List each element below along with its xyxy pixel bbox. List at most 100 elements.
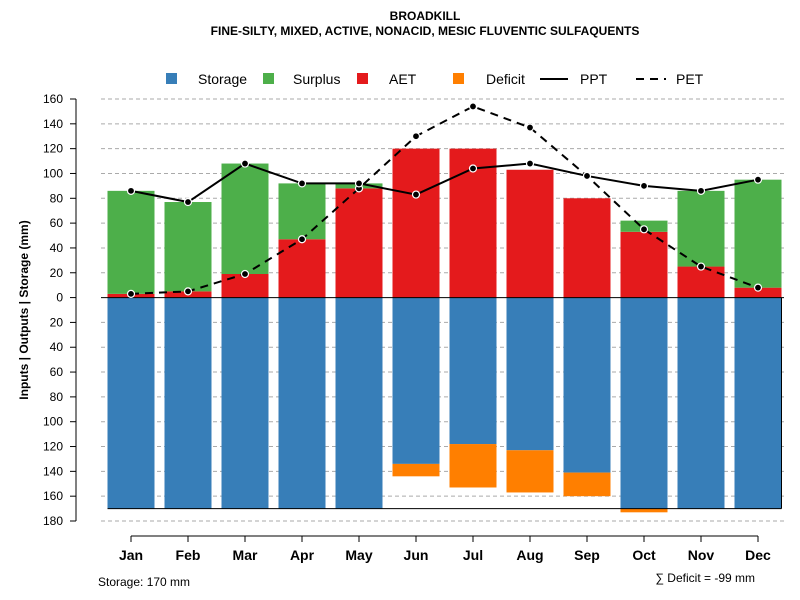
legend-label-pet: PET xyxy=(676,71,704,87)
ppt-point xyxy=(753,175,763,184)
gridlines xyxy=(101,98,784,522)
aet-bar xyxy=(278,239,326,298)
ppt-point xyxy=(696,186,706,195)
ppt-point xyxy=(525,159,535,168)
aet-bar xyxy=(449,148,497,298)
legend-swatch-surplus xyxy=(263,73,274,84)
legend: Storage Surplus AET Deficit PPT PET xyxy=(166,71,704,87)
lines xyxy=(126,102,763,298)
pet-point xyxy=(639,225,649,234)
x-tick-label: Oct xyxy=(632,547,656,563)
x-tick-label: Jan xyxy=(119,547,143,563)
y-tick-label: 140 xyxy=(43,117,63,131)
surplus-bar xyxy=(221,163,269,275)
legend-label-storage: Storage xyxy=(198,71,247,87)
legend-label-surplus: Surplus xyxy=(293,71,340,87)
pet-point xyxy=(411,132,421,141)
y-tick-label: 80 xyxy=(50,191,64,205)
x-tick-label: May xyxy=(345,547,372,563)
storage-bar xyxy=(620,297,668,509)
chart-title: BROADKILL xyxy=(390,9,461,23)
pet-point xyxy=(297,235,307,244)
x-tick-label: Jul xyxy=(463,547,483,563)
legend-label-deficit: Deficit xyxy=(486,71,525,87)
legend-swatch-aet xyxy=(357,73,368,84)
y-tick-label: 180 xyxy=(43,514,63,528)
aet-bar xyxy=(506,169,554,298)
legend-swatch-deficit xyxy=(453,73,464,84)
aet-bar xyxy=(563,198,611,298)
y-tick-label: 40 xyxy=(50,340,64,354)
storage-bar xyxy=(677,297,725,509)
aet-bar xyxy=(677,266,725,298)
aet-bar xyxy=(620,231,668,298)
surplus-bar xyxy=(107,190,155,294)
y-tick-label: 140 xyxy=(43,464,63,478)
deficit-bar xyxy=(506,450,554,493)
deficit-note: ∑ Deficit = -99 mm xyxy=(655,571,755,585)
aet-bar xyxy=(734,287,782,298)
deficit-bar xyxy=(563,472,611,497)
pet-point xyxy=(468,102,478,111)
y-axis-label: Inputs | Outputs | Storage (mm) xyxy=(17,220,31,399)
x-tick-label: Sep xyxy=(574,547,600,563)
ppt-line xyxy=(130,162,759,204)
x-tick-label: Aug xyxy=(516,547,543,563)
y-tick-label: 100 xyxy=(43,415,63,429)
x-axis: Jan Feb Mar Apr May Jun Jul Aug Sep Oct Nov Dec xyxy=(119,535,771,563)
y-tick-label: 20 xyxy=(50,266,64,280)
storage-bar xyxy=(164,297,212,509)
y-tick-label: 0 xyxy=(56,291,63,305)
deficit-bar xyxy=(392,463,440,477)
y-tick-label: 60 xyxy=(50,216,64,230)
y-tick-label: 160 xyxy=(43,92,63,106)
chart-subtitle: FINE-SILTY, MIXED, ACTIVE, NONACID, MESI… xyxy=(211,24,640,38)
ppt-point xyxy=(582,171,592,181)
x-tick-label: Feb xyxy=(176,547,201,563)
storage-bar xyxy=(335,297,383,509)
legend-label-ppt: PPT xyxy=(580,71,608,87)
storage-note: Storage: 170 mm xyxy=(98,575,190,589)
deficit-bar xyxy=(620,508,668,513)
deficit-bar xyxy=(449,444,497,488)
storage-bar xyxy=(278,297,326,509)
legend-swatch-storage xyxy=(166,73,177,84)
aet-bar xyxy=(221,274,269,298)
y-tick-label: 40 xyxy=(50,241,64,255)
x-tick-label: Nov xyxy=(688,547,715,563)
pet-point xyxy=(696,262,706,271)
storage-bar xyxy=(107,297,155,509)
y-tick-label: 160 xyxy=(43,489,63,503)
storage-bar xyxy=(506,297,554,451)
y-tick-label: 20 xyxy=(50,315,64,329)
y-tick-label: 100 xyxy=(43,166,63,180)
x-tick-label: Mar xyxy=(233,547,258,563)
x-tick-label: Jun xyxy=(404,547,429,563)
ppt-point xyxy=(354,179,364,188)
storage-bar xyxy=(221,297,269,509)
surplus-bar xyxy=(734,179,782,288)
y-tick-label: 120 xyxy=(43,142,63,156)
bars xyxy=(101,148,784,513)
x-tick-label: Apr xyxy=(290,547,315,563)
y-tick-label: 60 xyxy=(50,365,64,379)
surplus-bar xyxy=(278,183,326,240)
pet-point xyxy=(126,289,136,298)
y-tick-label: 120 xyxy=(43,440,63,454)
storage-bar xyxy=(734,297,782,509)
ppt-point xyxy=(639,181,649,190)
surplus-bar xyxy=(677,190,725,267)
ppt-point xyxy=(411,190,421,199)
pet-point xyxy=(240,269,250,279)
storage-bar xyxy=(563,297,611,473)
pet-point xyxy=(525,123,535,132)
ppt-point xyxy=(468,164,478,173)
x-tick-label: Dec xyxy=(745,547,771,563)
storage-bar xyxy=(392,297,440,464)
y-axis: 180 160 140 120 100 80 60 40 20 0 20 40 60 80 100 120 14… xyxy=(43,92,77,528)
aet-bar xyxy=(392,148,440,298)
y-tick-label: 80 xyxy=(50,390,64,404)
legend-label-aet: AET xyxy=(389,71,417,87)
pet-point xyxy=(753,283,763,292)
